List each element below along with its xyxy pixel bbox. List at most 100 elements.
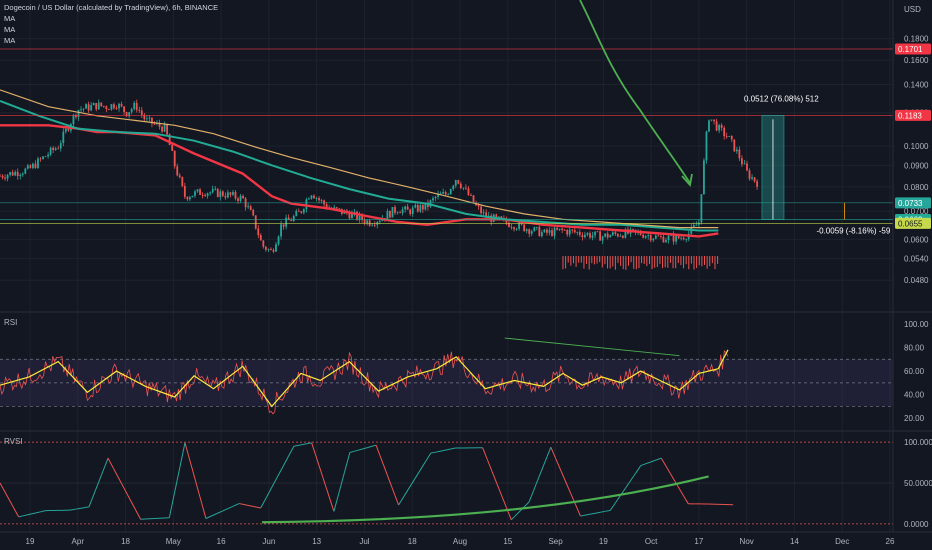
rvsi-segment [425,452,432,463]
rvsi-segment [580,514,586,517]
rvsi-segment [434,450,440,453]
rsi-tick-label: 20.00 [904,414,925,423]
candle-body [267,249,270,250]
drawn-arrow[interactable] [579,0,691,184]
candle-body [609,235,612,238]
rvsi-segment [27,513,33,516]
candle-body [189,197,191,200]
candle-body [459,183,462,189]
candle-body [576,232,579,233]
rvsi-segment [605,509,611,512]
candle-body [313,195,315,199]
rvsi-segment [299,444,303,446]
candle-body [733,139,736,152]
candle-body [411,207,414,214]
rvsi-segment [371,444,377,447]
candle-body [497,216,500,218]
ma-legend-1[interactable]: MA [4,14,16,23]
candle-body [401,209,404,213]
moving-average-line[interactable] [0,99,719,232]
symbol-title[interactable]: Dogecoin / US Dollar (calculated by Trad… [4,3,219,12]
rvsi-segment [242,503,247,506]
candle-body [389,210,391,218]
price-level-badge-bg [895,197,931,209]
rvsi-trend-line[interactable] [262,475,709,524]
rvsi-segment [205,515,212,519]
candle-body [42,156,44,159]
candle-body [373,224,376,226]
rvsi-segment [201,505,207,519]
time-tick-label: Sep [548,537,563,546]
price-tick-label: 0.1000 [904,142,929,151]
price-tick-label: 0.1600 [904,56,929,65]
candle-body [692,225,695,227]
measure-down-label[interactable]: -0.0059 (-8.16%) -59 [816,227,890,236]
candle-body [92,103,95,106]
candle-body [145,118,148,120]
candle-body [54,148,57,150]
candle-body [515,228,518,230]
candle-body [333,207,336,210]
candle-body [118,103,120,109]
candle-body [318,198,320,201]
candle-body [52,147,55,150]
candle-body [232,192,234,195]
candle-body [596,231,599,233]
rvsi-segment [82,506,86,509]
candle-body [586,233,589,235]
price-level-badge: 0.1701 [895,43,931,55]
candle-body [151,117,153,124]
candle-body [166,124,169,135]
candle-body [214,188,217,190]
price-tick-label: 0.0700 [904,207,929,216]
ma-legend-3[interactable]: MA [4,36,16,45]
candle-body [442,192,445,194]
rvsi-segment [354,449,359,452]
candle-body [351,213,353,219]
rsi-raw-line[interactable] [0,350,729,415]
candle-body [224,195,227,198]
candle-body [622,235,624,238]
candle-body [282,224,285,227]
rvsi-segment [107,457,114,469]
rvsi-tick-label: 100.0000 [904,438,932,447]
price-tick-label: 0.1800 [904,35,929,44]
candle-body [363,219,366,224]
rvsi-segment [40,510,46,513]
price-level-badge-bg [895,109,931,121]
candle-body [57,148,60,150]
rvsi-segment [336,491,340,502]
candle-body [470,195,472,196]
ma-legend-2[interactable]: MA [4,25,16,34]
rvsi-segment [293,445,297,447]
measure-up-label[interactable]: 0.0512 (76.08%) 512 [744,94,819,103]
price-level-badge: 0.1183 [895,109,931,121]
candle-body [171,145,174,151]
rvsi-segment [31,512,37,515]
candle-body [26,165,29,169]
candle-body [209,192,212,194]
rsi-smoothed-line[interactable] [0,349,729,408]
rvsi-segment [104,457,109,467]
rvsi-segment [76,508,80,510]
candle-body [201,194,204,196]
rvsi-segment [510,516,515,521]
candle-body [358,214,361,220]
rvsi-segment [491,471,498,484]
candle-body [24,168,27,174]
rsi-divergence-line[interactable] [504,337,680,357]
candle-body [756,181,759,187]
moving-average-line[interactable] [0,89,719,229]
price-level-badge-bg [895,217,931,229]
rvsi-segment [123,488,131,500]
candle-body [654,235,657,239]
candle-body [485,212,488,218]
candle-body [614,232,617,234]
rvsi-segment [609,502,616,511]
candle-body [578,232,581,235]
price-tick-label: 0.0800 [904,183,929,192]
candle-body [14,171,17,176]
candle-body [495,214,498,218]
rvsi-segment [644,462,648,465]
